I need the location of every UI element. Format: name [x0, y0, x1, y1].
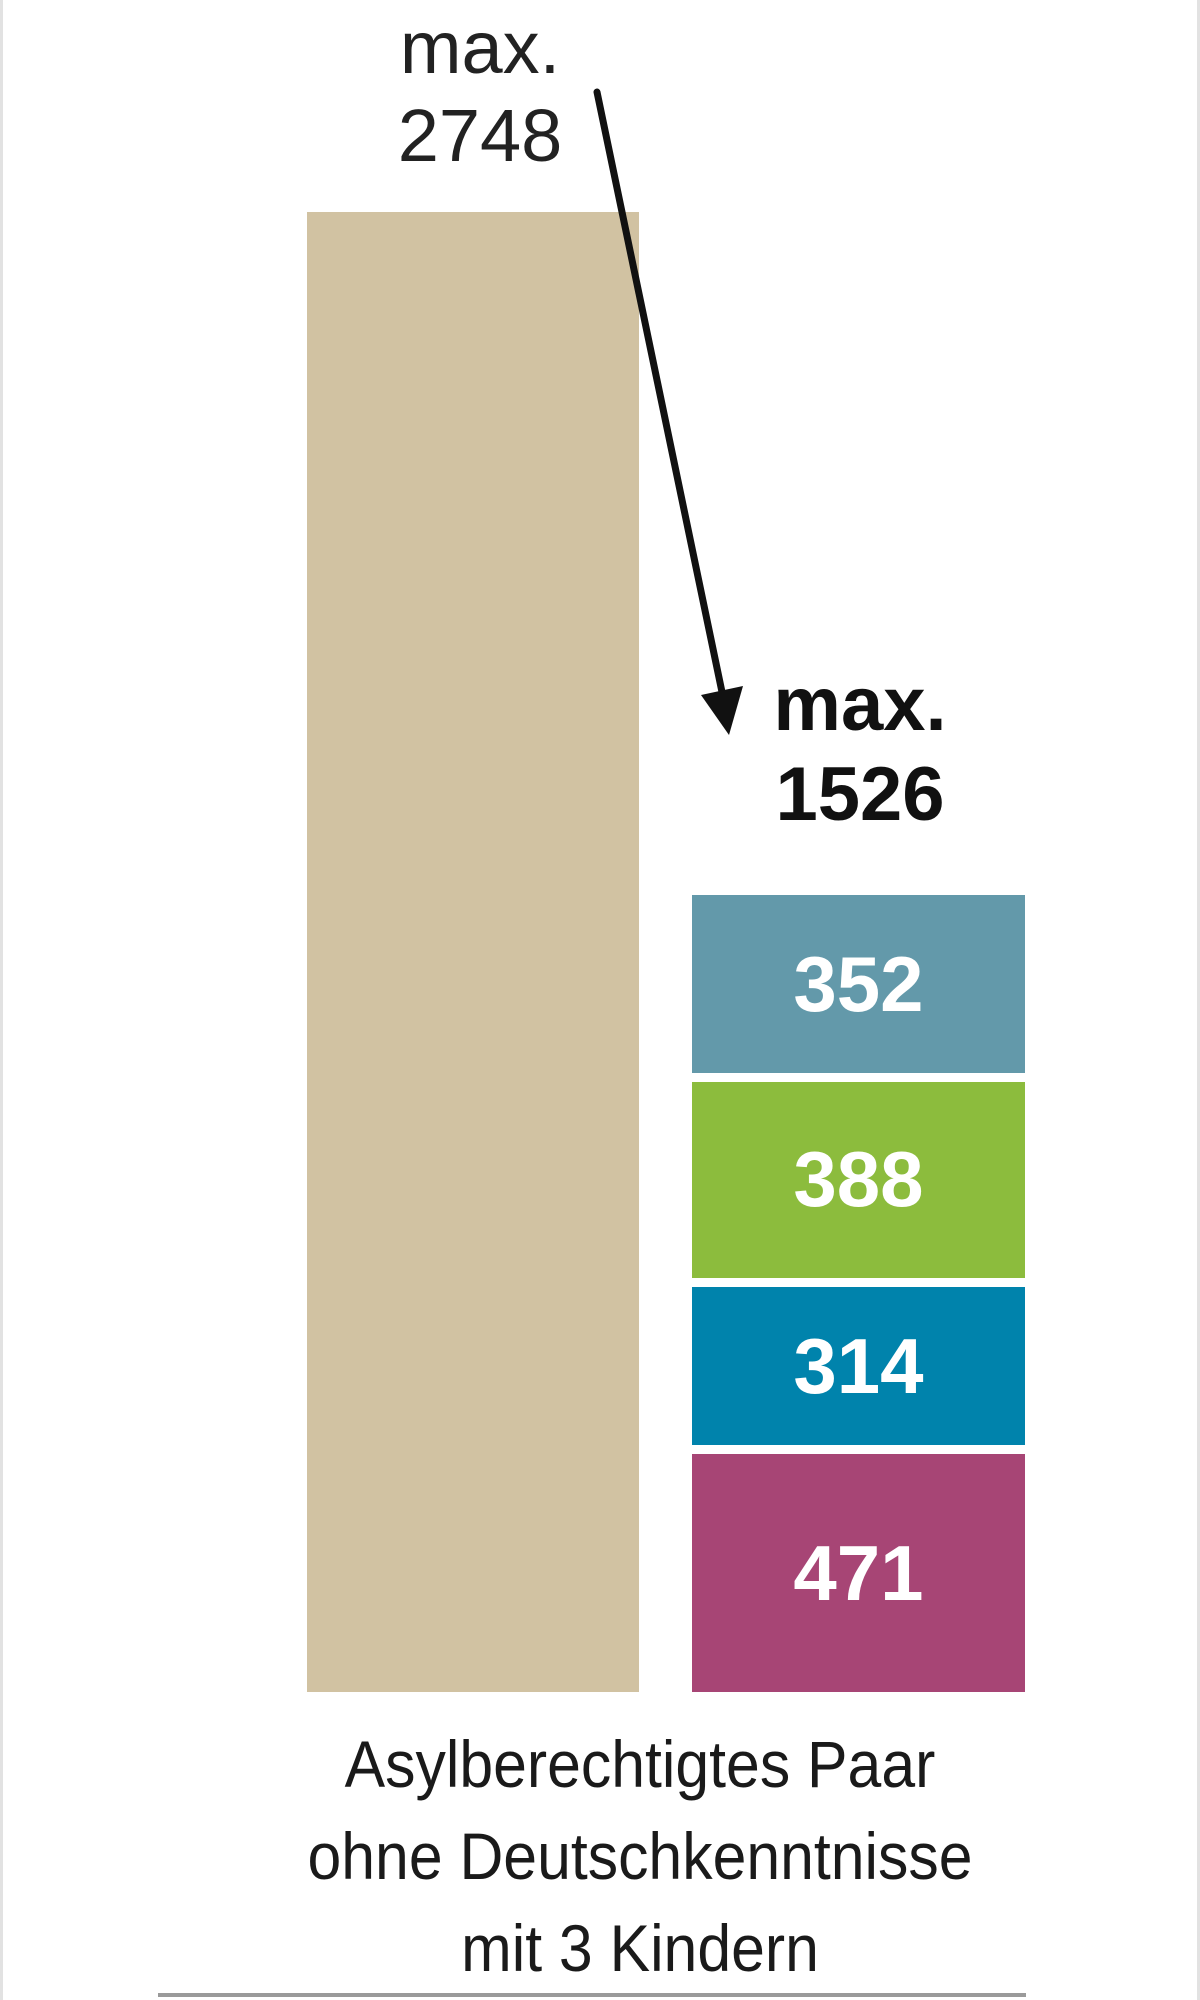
caption-line-3: mit 3 Kindern: [461, 1911, 819, 1985]
chart-caption: Asylberechtigtes Paar ohne Deutschkenntn…: [263, 1718, 1017, 1994]
bar-2-segment-3: 314: [692, 1286, 1025, 1446]
bar-1-label-line-1: max.: [399, 6, 561, 89]
bottom-rule: [158, 1993, 1026, 1997]
bar-2-segment-2-value: 388: [793, 1135, 924, 1224]
bar-1-label: max. 2748: [330, 4, 630, 180]
bar-2-label-line-2: 1526: [775, 752, 945, 837]
bar-2-segment-2: 388: [692, 1081, 1025, 1278]
bar-1-label-line-2: 2748: [397, 94, 563, 177]
bar-2-segment-1-value: 352: [793, 939, 924, 1028]
bar-2-segment-3-value: 314: [793, 1321, 924, 1410]
arrow-shaft: [593, 88, 726, 696]
caption-line-1: Asylberechtigtes Paar: [344, 1727, 936, 1801]
bar-2-segment-4-value: 471: [793, 1528, 924, 1617]
frame-right-line: [1197, 0, 1200, 2000]
bar-2-segment-4: 471: [692, 1454, 1025, 1692]
arrow-head: [701, 686, 743, 735]
bar-2-label-line-1: max.: [773, 662, 947, 747]
bar-2-segment-1: 352: [692, 895, 1025, 1073]
caption-line-2: ohne Deutschkenntnisse: [307, 1819, 973, 1893]
bar-2-label: max. 1526: [710, 660, 1010, 840]
frame-left-line: [0, 0, 3, 2000]
bar-total-before: [307, 212, 639, 1692]
